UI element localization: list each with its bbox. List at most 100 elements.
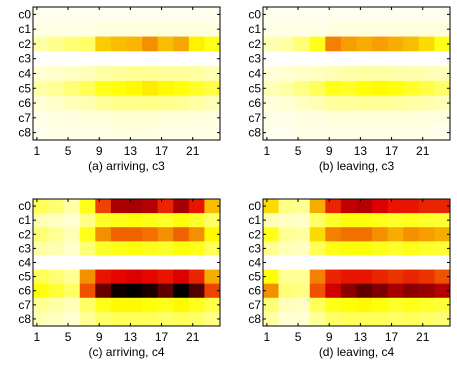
heatmap-cell [301, 125, 311, 141]
heatmap-cell [263, 283, 272, 299]
heatmap-cell [364, 311, 373, 327]
heatmap-cell [263, 213, 272, 228]
heatmap-cell [286, 66, 295, 82]
heatmap-cell [134, 241, 143, 256]
heatmap-cell [442, 7, 451, 23]
heatmap-cell [387, 255, 396, 270]
heatmap-cell [204, 227, 213, 242]
heatmap-cell [134, 7, 143, 23]
heatmap-cell [434, 269, 443, 285]
heatmap-cell [348, 125, 357, 141]
heatmap-cell [149, 199, 159, 214]
heatmap-cell [33, 283, 42, 299]
heatmap-cell [379, 199, 389, 214]
heatmap-cell [309, 21, 318, 37]
heatmap-cell [418, 297, 427, 313]
heatmap-cell [181, 66, 190, 82]
heatmap-cell [33, 21, 42, 37]
heatmap-cell [157, 227, 166, 242]
heatmap-cell [309, 7, 318, 23]
heatmap-cell [270, 21, 279, 37]
y-tick-label: c1 [248, 22, 261, 36]
heatmap-cell [364, 199, 373, 214]
x-tick-label: 9 [326, 144, 333, 158]
heatmap-cell [418, 51, 427, 67]
heatmap-cell [126, 269, 135, 285]
heatmap-cell [317, 311, 326, 327]
heatmap-cell [356, 125, 365, 141]
heatmap-cell [126, 110, 135, 126]
heatmap-cell [411, 255, 420, 270]
heatmap-cell [286, 36, 295, 52]
heatmap-cell [442, 269, 451, 285]
heatmap-cell [364, 297, 373, 313]
heatmap-cell [126, 311, 135, 327]
heatmap-cell [403, 283, 412, 299]
heatmap-cell [142, 21, 151, 37]
heatmap-cell [426, 95, 435, 111]
heatmap-cell [294, 297, 303, 313]
heatmap-cell [142, 95, 151, 111]
heatmap-cell [204, 311, 213, 327]
heatmap-cell [364, 125, 373, 141]
heatmap-cell [118, 21, 127, 37]
heatmap-cell [403, 95, 412, 111]
heatmap-cell [71, 227, 81, 242]
heatmap-cell [188, 283, 197, 299]
heatmap-cell [126, 66, 135, 82]
heatmap-cell [71, 269, 81, 285]
heatmap-cell [212, 66, 221, 82]
heatmap-cell [372, 110, 381, 126]
heatmap-cell [309, 95, 318, 111]
heatmap-cell [426, 51, 435, 67]
heatmap-cell [149, 269, 159, 285]
heatmap-cell [270, 36, 279, 52]
heatmap-cell [71, 199, 81, 214]
heatmap-cell [95, 7, 104, 23]
heatmap-cell [40, 311, 49, 327]
heatmap-cell [118, 110, 127, 126]
heatmap-cell [411, 227, 420, 242]
heatmap-cell [110, 125, 120, 141]
heatmap-cell [33, 125, 42, 141]
heatmap-cell [181, 311, 190, 327]
heatmap-cell [48, 227, 57, 242]
heatmap-cell [48, 297, 57, 313]
y-tick-label: c3 [248, 52, 261, 66]
heatmap-cell [79, 269, 88, 285]
heatmap-cell [278, 51, 287, 67]
heatmap-cell [173, 21, 182, 37]
heatmap-cell [387, 80, 396, 97]
heatmap-cell [118, 66, 127, 82]
heatmap-cell [286, 269, 295, 285]
heatmap-cell [87, 66, 96, 82]
heatmap-cell [157, 311, 166, 327]
heatmap-cell [395, 199, 404, 214]
heatmap-cell [79, 283, 88, 299]
heatmap-cell [134, 125, 143, 141]
x-tick-label: 1 [264, 330, 271, 344]
heatmap-cell [64, 241, 73, 256]
heatmap-cell [333, 227, 342, 242]
heatmap-cell [379, 7, 389, 23]
heatmap-cell [301, 95, 311, 111]
heatmap-cell [165, 199, 174, 214]
heatmap-cell [95, 255, 104, 270]
heatmap-cell [79, 7, 88, 23]
y-tick-label: c7 [248, 111, 261, 125]
heatmap-cell [64, 255, 73, 270]
heatmap-cell [165, 311, 174, 327]
y-tick-label: c6 [248, 284, 261, 298]
y-tick-label: c4 [18, 67, 31, 81]
heatmap-cell [95, 80, 104, 97]
heatmap-cell [294, 95, 303, 111]
heatmap-cell [165, 125, 174, 141]
heatmap-cell [364, 227, 373, 242]
heatmap-cell [309, 283, 318, 299]
heatmap-cell [387, 297, 396, 313]
heatmap-cell [40, 199, 49, 214]
heatmap-cell [33, 213, 42, 228]
heatmap-cell [263, 269, 272, 285]
heatmap-cell [418, 283, 427, 299]
heatmap-cell [33, 241, 42, 256]
